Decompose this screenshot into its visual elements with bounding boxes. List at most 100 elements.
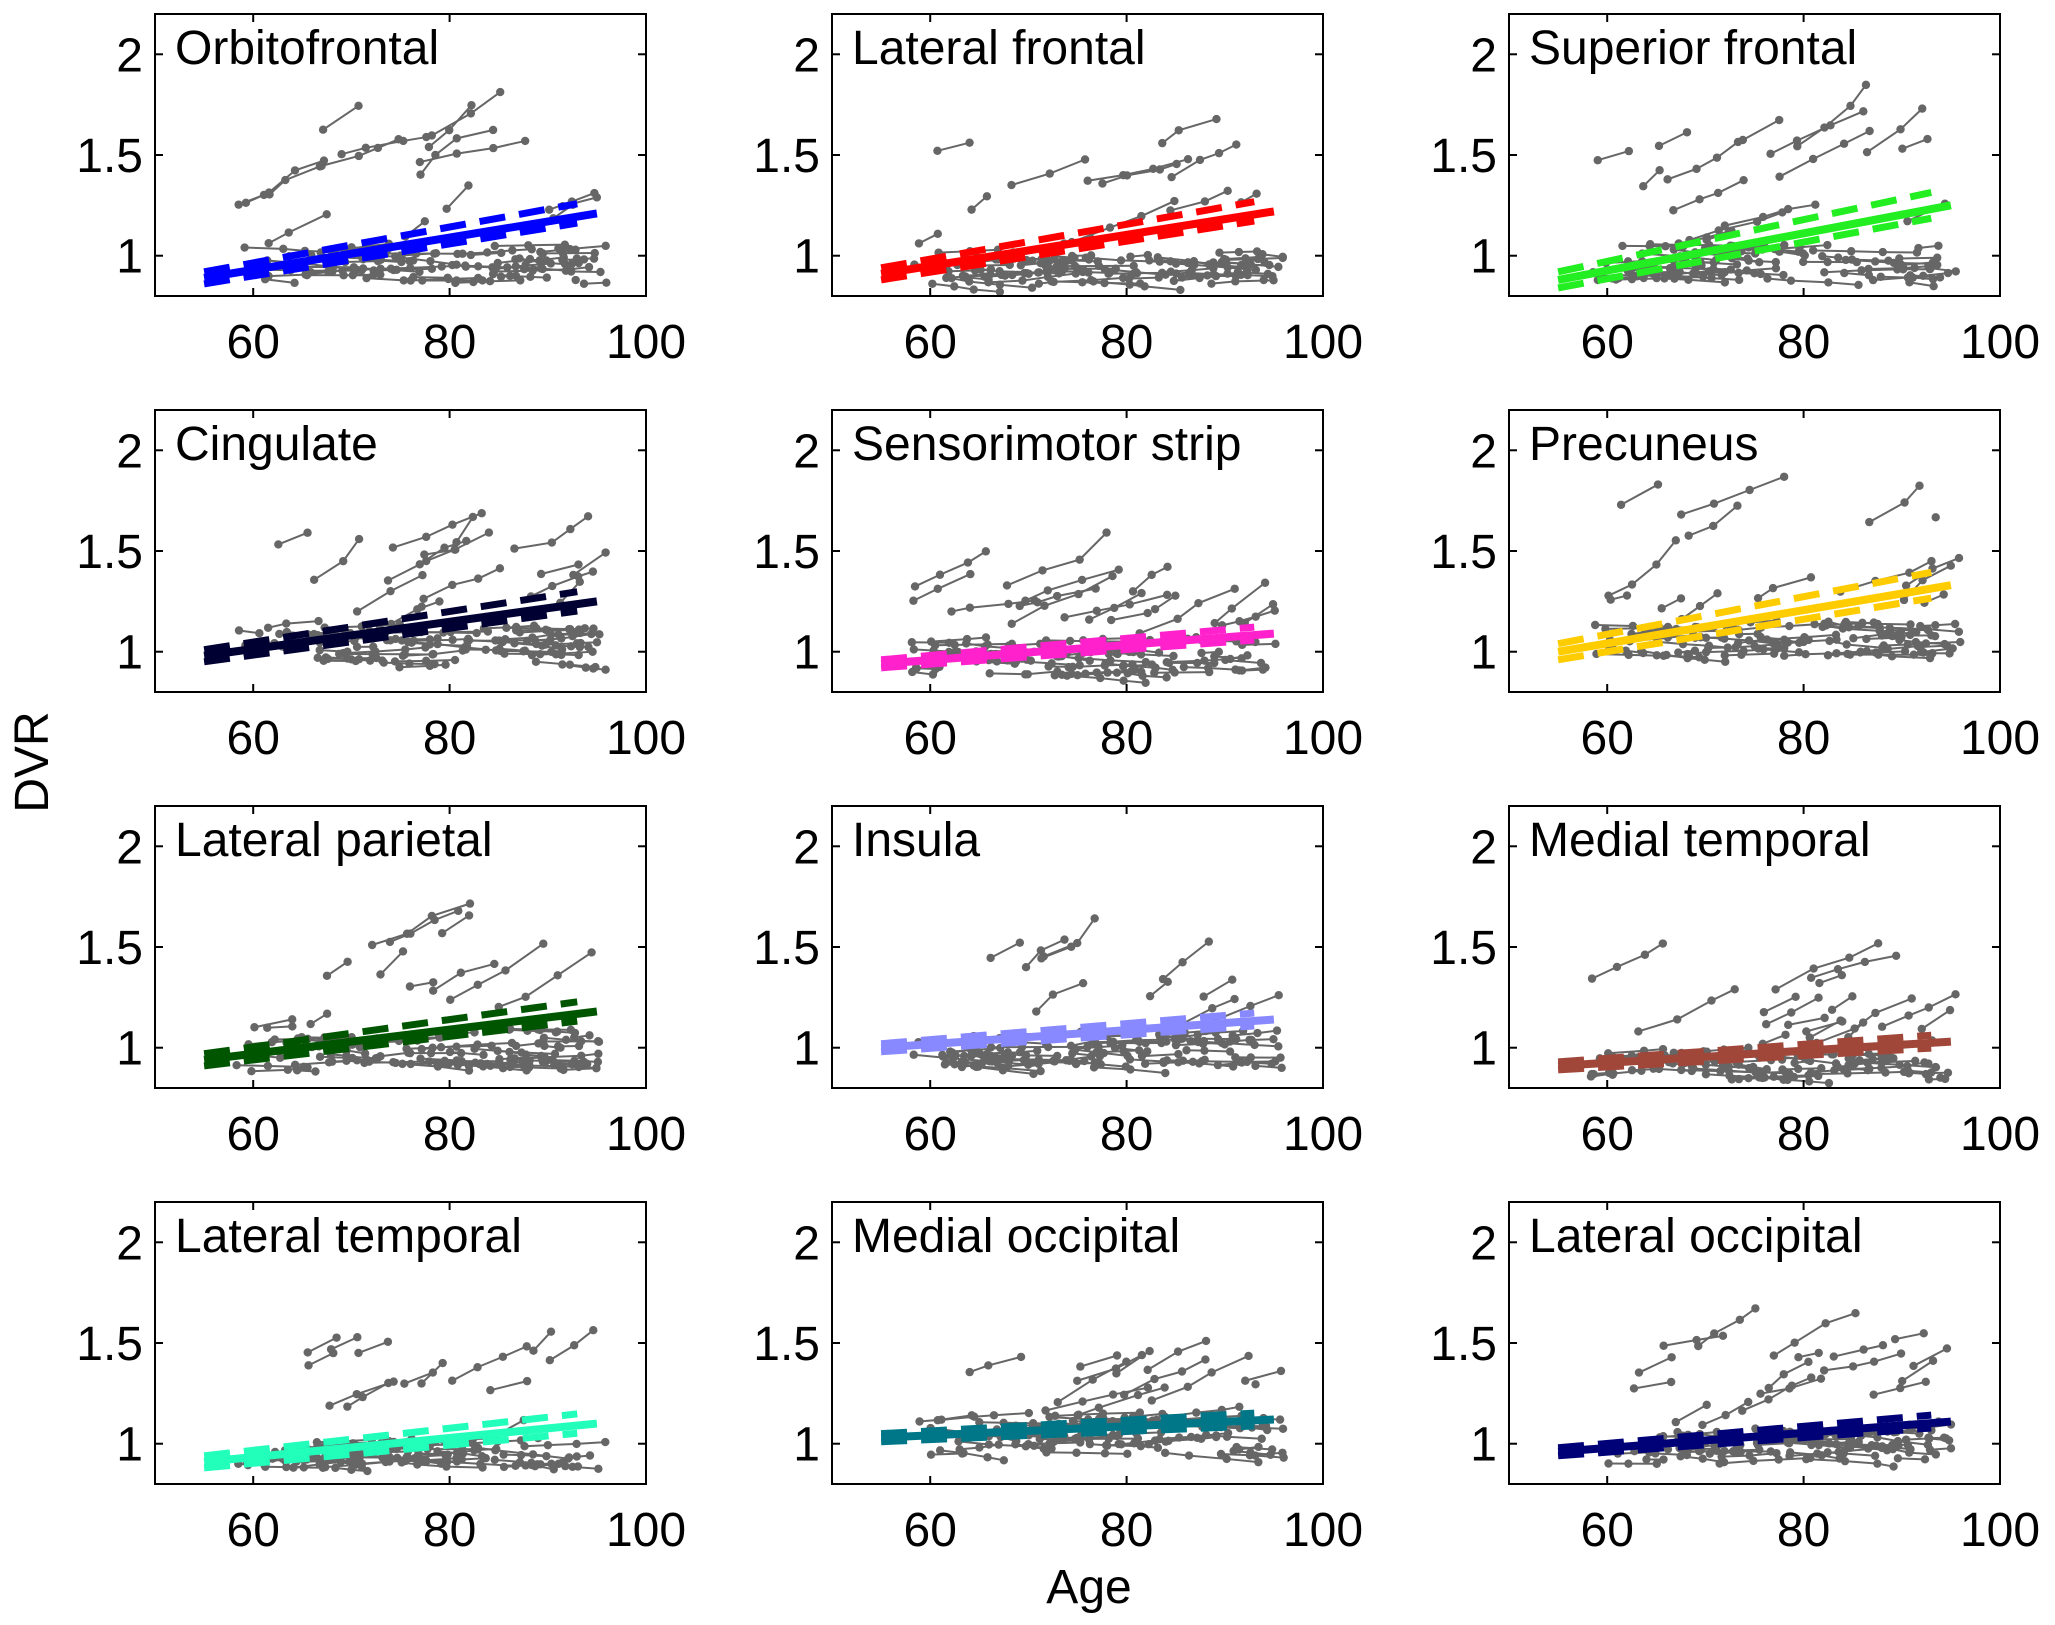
observation-point xyxy=(1931,620,1940,630)
observation-trajectory xyxy=(1881,631,1917,637)
observation-trajectory xyxy=(1897,1457,1926,1461)
x-tick-label: 100 xyxy=(606,1504,686,1557)
observation-point xyxy=(386,586,395,596)
observation-point xyxy=(1278,252,1287,262)
observation-point xyxy=(1084,268,1093,277)
observation-point xyxy=(511,1041,521,1051)
observation-point xyxy=(564,624,574,634)
observation-point xyxy=(477,509,486,518)
observation-point xyxy=(1587,974,1597,983)
observation-trajectory xyxy=(339,652,433,656)
plot-area xyxy=(880,528,1280,687)
observation-trajectory xyxy=(1738,633,1837,644)
observation-point xyxy=(1917,1024,1926,1034)
observation-point xyxy=(419,594,428,603)
observation-point xyxy=(561,1035,571,1045)
observation-point xyxy=(1007,1051,1017,1060)
observation-point xyxy=(545,1356,555,1365)
ci-lower-line xyxy=(203,1429,578,1472)
observation-point xyxy=(1065,636,1075,646)
observation-point xyxy=(1845,953,1854,962)
observation-point xyxy=(1135,1408,1145,1417)
observation-point xyxy=(360,1049,370,1058)
observation-point xyxy=(1098,1409,1108,1418)
observation-trajectory xyxy=(1062,269,1089,274)
observation-point xyxy=(1622,591,1632,600)
observation-point xyxy=(587,948,596,957)
observation-point xyxy=(1621,646,1630,655)
observation-point xyxy=(1692,1335,1701,1345)
observation-point xyxy=(1223,186,1232,196)
y-tick-label: 1 xyxy=(1470,1419,1497,1472)
panel-insula: 1 1.5 2 60 80 100 Insula xyxy=(753,805,1363,1161)
observation-point xyxy=(1707,273,1716,283)
observation-point xyxy=(1637,1066,1646,1075)
observation-point xyxy=(1171,591,1180,600)
y-tick-label: 2 xyxy=(793,821,820,874)
observation-point xyxy=(1831,630,1841,640)
observation-point xyxy=(1232,140,1241,149)
observation-trajectory xyxy=(1763,995,1797,1014)
observation-trajectory xyxy=(1189,273,1236,278)
observation-trajectory xyxy=(1866,107,1923,154)
y-tick-label: 1 xyxy=(793,627,820,680)
observation-point xyxy=(234,200,243,209)
observation-point xyxy=(1207,1368,1216,1377)
observation-point xyxy=(1212,1431,1221,1440)
observation-point xyxy=(1859,107,1868,116)
observation-point xyxy=(1790,1338,1799,1347)
observation-point xyxy=(1068,1049,1077,1058)
observation-point xyxy=(1634,1368,1644,1377)
observation-point xyxy=(1169,651,1178,661)
observation-point xyxy=(391,252,400,261)
observation-point xyxy=(438,1358,447,1368)
observation-trajectory xyxy=(1849,1443,1908,1447)
observation-point xyxy=(342,1052,352,1061)
observation-trajectory xyxy=(1748,259,1776,264)
observation-point xyxy=(1684,531,1693,540)
observation-point xyxy=(1829,1352,1838,1361)
observation-trajectory xyxy=(1242,642,1276,646)
observation-point xyxy=(489,143,498,153)
x-tick-label: 100 xyxy=(1283,1108,1363,1161)
observation-point xyxy=(1084,615,1094,624)
observation-point xyxy=(1771,257,1781,267)
observation-point xyxy=(1925,653,1935,663)
observation-point xyxy=(322,971,332,980)
observation-point xyxy=(1064,662,1073,672)
observation-point xyxy=(1891,951,1901,960)
observation-point xyxy=(1671,536,1680,545)
panel-medial-occipital: 1 1.5 2 60 80 100 Medial occipital xyxy=(753,1201,1363,1557)
observation-point xyxy=(1854,280,1863,290)
fit-line xyxy=(880,1015,1275,1052)
observation-point xyxy=(1052,261,1062,271)
observation-point xyxy=(1833,965,1843,974)
observation-point xyxy=(1158,974,1168,984)
panel-title: Medial occipital xyxy=(852,1210,1180,1263)
observation-point xyxy=(430,249,439,258)
observation-point xyxy=(1049,277,1058,287)
observation-trajectory xyxy=(1829,639,1883,649)
panel-medial-temporal: 1 1.5 2 60 80 100 Medial temporal xyxy=(1430,805,2040,1161)
observation-point xyxy=(1163,562,1172,572)
observation-point xyxy=(1944,1436,1954,1445)
observation-point xyxy=(1950,619,1960,629)
plot-area xyxy=(203,509,610,674)
observation-point xyxy=(969,285,978,294)
observation-point xyxy=(1624,146,1634,156)
observation-trajectory xyxy=(1788,1016,1825,1026)
observation-point xyxy=(1779,651,1789,660)
observation-point xyxy=(1088,1375,1097,1384)
y-tick-label: 1.5 xyxy=(753,1318,820,1371)
observation-point xyxy=(571,275,580,285)
observation-point xyxy=(1105,223,1115,232)
observation-point xyxy=(394,135,403,144)
observation-point xyxy=(1616,500,1626,509)
ci-lower-line xyxy=(880,217,1255,284)
y-tick-label: 1 xyxy=(116,1023,143,1076)
observation-point xyxy=(595,630,604,639)
observation-point xyxy=(288,1022,297,1031)
observation-trajectory xyxy=(404,1371,434,1385)
observation-point xyxy=(442,204,451,213)
fit-line xyxy=(1557,1037,1952,1070)
